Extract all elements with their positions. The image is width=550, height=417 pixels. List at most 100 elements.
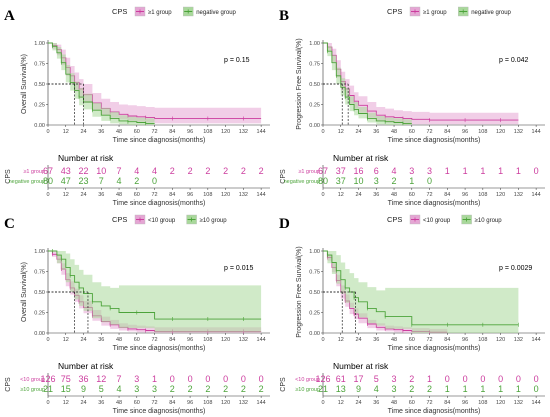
panel-letter: C <box>4 216 15 232</box>
risk-axis-label: CPS <box>5 169 12 184</box>
risk-x-tick-label: 84 <box>169 400 175 406</box>
risk-x-title: Time since diagnosis(months) <box>388 200 481 207</box>
risk-row-label: ≥1 group <box>23 169 45 175</box>
risk-x-tick-label: 36 <box>98 192 104 198</box>
risk-count: 7 <box>117 374 122 384</box>
risk-x-tick-label: 144 <box>257 192 266 198</box>
risk-count: 2 <box>259 384 264 394</box>
survival-curve <box>323 250 519 326</box>
x-tick-label: 144 <box>532 337 541 343</box>
risk-x-tick-label: 0 <box>321 400 324 406</box>
x-tick-label: 72 <box>151 337 157 343</box>
risk-x-tick-label: 144 <box>532 400 541 406</box>
risk-count: 0 <box>445 374 450 384</box>
risk-count: 75 <box>61 374 71 384</box>
y-tick-label: 0.00 <box>309 331 320 337</box>
risk-count: 4 <box>392 166 397 176</box>
risk-count: 2 <box>223 166 228 176</box>
risk-count: 17 <box>354 374 364 384</box>
x-tick-label: 60 <box>134 129 140 135</box>
y-tick-label: 0.50 <box>34 82 45 88</box>
km-panel-a: A CPS ≥1 group negative group 0.00 0.25 0.50 0.… <box>4 6 270 207</box>
risk-count: 5 <box>99 384 104 394</box>
risk-x-tick-label: 120 <box>221 400 230 406</box>
y-tick-label: 0.25 <box>309 311 320 317</box>
risk-count: 1 <box>463 384 468 394</box>
risk-x-tick-label: 84 <box>444 192 450 198</box>
y-tick-label: 0.75 <box>34 62 45 68</box>
legend: CPS <10 group ≥10 group <box>387 214 502 225</box>
x-tick-label: 0 <box>46 337 49 343</box>
y-axis-title: Progression Free Survival(%) <box>296 246 303 337</box>
risk-x-tick-label: 120 <box>221 192 230 198</box>
x-tick-label: 36 <box>98 337 104 343</box>
risk-count: 1 <box>480 166 485 176</box>
risk-x-tick-label: 144 <box>257 400 266 406</box>
legend-title: CPS <box>387 215 402 224</box>
legend-label: ≥10 group <box>200 218 228 224</box>
risk-x-tick-label: 72 <box>151 400 157 406</box>
series-1 <box>323 42 412 126</box>
risk-x-tick-label: 36 <box>98 400 104 406</box>
panel-letter: B <box>279 8 289 24</box>
risk-count: 9 <box>81 384 86 394</box>
risk-x-tick-label: 12 <box>63 400 69 406</box>
risk-row-label: <10 group <box>295 377 320 383</box>
survival-curve <box>48 250 262 320</box>
risk-table-title: Number at risk <box>58 361 114 371</box>
series-1 <box>323 250 519 333</box>
x-tick-label: 84 <box>169 129 175 135</box>
legend-label: <10 group <box>148 218 176 224</box>
risk-count: 2 <box>170 166 175 176</box>
risk-count: 2 <box>170 384 175 394</box>
risk-count: 37 <box>336 166 346 176</box>
risk-count: 9 <box>356 384 361 394</box>
y-tick-label: 0.00 <box>34 123 45 129</box>
risk-count: 61 <box>336 374 346 384</box>
risk-count: 0 <box>152 176 157 186</box>
x-tick-label: 12 <box>338 129 344 135</box>
risk-row-label: negative group <box>284 179 320 185</box>
x-tick-label: 144 <box>257 337 266 343</box>
risk-count: 1 <box>463 166 468 176</box>
risk-x-tick-label: 72 <box>151 192 157 198</box>
risk-count: 4 <box>117 176 122 186</box>
risk-count: 3 <box>152 384 157 394</box>
risk-count: 43 <box>61 166 71 176</box>
risk-x-tick-label: 24 <box>355 192 361 198</box>
risk-count: 2 <box>188 166 193 176</box>
risk-count: 7 <box>117 166 122 176</box>
risk-count: 13 <box>336 384 346 394</box>
risk-x-tick-label: 72 <box>426 400 432 406</box>
risk-axis-label: CPS <box>5 377 12 392</box>
x-tick-label: 96 <box>462 337 468 343</box>
x-tick-label: 132 <box>514 129 523 135</box>
risk-count: 67 <box>43 166 53 176</box>
risk-count: 21 <box>43 384 53 394</box>
risk-table-title: Number at risk <box>333 361 389 371</box>
km-panel-d: D CPS <10 group ≥10 group 0.00 0.25 0.50 0.75 1.… <box>279 214 545 415</box>
risk-x-tick-label: 60 <box>134 400 140 406</box>
y-tick-label: 0.75 <box>34 270 45 276</box>
risk-x-tick-label: 132 <box>239 192 248 198</box>
x-tick-label: 96 <box>462 129 468 135</box>
risk-x-tick-label: 0 <box>46 400 49 406</box>
x-tick-label: 0 <box>321 129 324 135</box>
series-0 <box>48 42 262 124</box>
x-tick-label: 96 <box>187 337 193 343</box>
legend: CPS <10 group ≥10 group <box>112 214 228 225</box>
risk-count: 1 <box>445 166 450 176</box>
y-tick-label: 0.25 <box>34 311 45 317</box>
y-tick-label: 0.50 <box>309 290 320 296</box>
series-0 <box>323 42 519 125</box>
x-tick-label: 120 <box>496 337 505 343</box>
legend-label: ≥1 group <box>148 10 172 16</box>
x-axis-title: Time since diagnosis(months) <box>388 137 481 144</box>
risk-count: 2 <box>223 384 228 394</box>
legend-title: CPS <box>112 215 127 224</box>
risk-count: 36 <box>79 374 89 384</box>
x-tick-label: 0 <box>321 337 324 343</box>
